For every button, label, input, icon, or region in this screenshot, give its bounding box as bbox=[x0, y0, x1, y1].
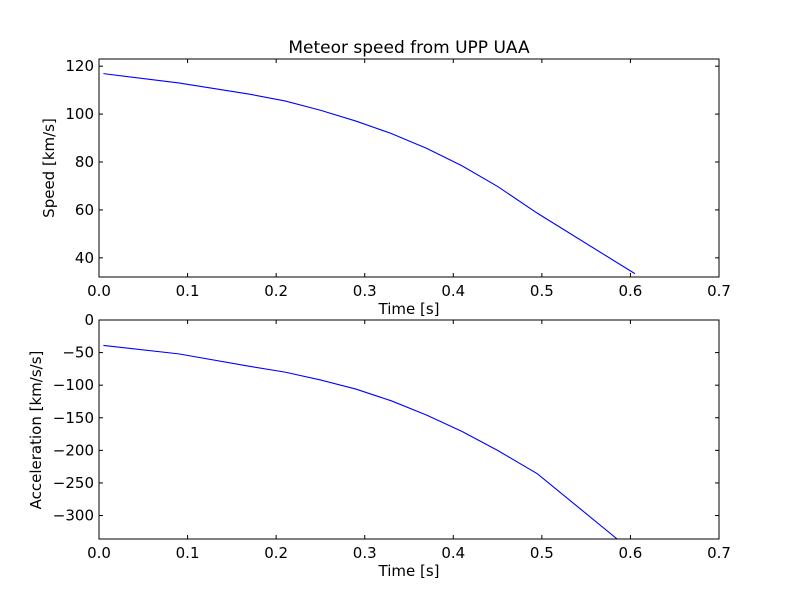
acceleration-y-tick-label: −50 bbox=[62, 344, 94, 362]
speed-y-tick-label: 40 bbox=[75, 249, 94, 267]
speed-x-tick-label: 0.6 bbox=[618, 282, 642, 300]
acceleration-axes-frame bbox=[98, 319, 720, 540]
speed-x-tick-label: 0.7 bbox=[707, 282, 731, 300]
speed-y-tick-label: 120 bbox=[65, 57, 94, 75]
speed-y-tick-label: 80 bbox=[75, 153, 94, 171]
acceleration-x-tick-label: 0.7 bbox=[707, 544, 731, 562]
acceleration-y-tick-label: 0 bbox=[84, 311, 94, 329]
speed-x-tick-label: 0.1 bbox=[176, 282, 200, 300]
acceleration-y-axis: 0 −50 −100 −150 −200 −250 −300 bbox=[53, 311, 719, 525]
acceleration-x-axis-label: Time [s] bbox=[378, 562, 440, 580]
speed-x-tick-label: 0.0 bbox=[87, 282, 111, 300]
speed-x-tick-label: 0.2 bbox=[264, 282, 288, 300]
acceleration-x-tick-label: 0.5 bbox=[530, 544, 554, 562]
speed-x-tick-label: 0.4 bbox=[441, 282, 465, 300]
acceleration-y-tick-label: −250 bbox=[53, 474, 94, 492]
speed-panel: Meteor speed from UPP UAA 0.0 0.1 0.2 0.3 0.… bbox=[40, 38, 731, 318]
acceleration-y-axis-label: Acceleration [km/s/s] bbox=[27, 351, 45, 510]
speed-y-axis-label: Speed [km/s] bbox=[40, 118, 58, 218]
acceleration-plot-area bbox=[98, 319, 720, 540]
acceleration-x-tick-label: 0.0 bbox=[87, 544, 111, 562]
acceleration-x-tick-label: 0.3 bbox=[353, 544, 377, 562]
speed-chart-title: Meteor speed from UPP UAA bbox=[288, 38, 530, 58]
acceleration-x-axis: 0.0 0.1 0.2 0.3 0.4 0.5 0.6 0.7 bbox=[87, 320, 731, 562]
speed-x-axis: 0.0 0.1 0.2 0.3 0.4 0.5 0.6 0.7 bbox=[87, 59, 731, 300]
acceleration-x-tick-label: 0.6 bbox=[618, 544, 642, 562]
speed-y-tick-label: 60 bbox=[75, 201, 94, 219]
speed-plot-area bbox=[98, 58, 720, 278]
speed-y-tick-label: 100 bbox=[65, 105, 94, 123]
speed-x-axis-label: Time [s] bbox=[378, 300, 440, 318]
speed-x-tick-label: 0.5 bbox=[530, 282, 554, 300]
acceleration-x-tick-label: 0.1 bbox=[176, 544, 200, 562]
speed-axes-frame bbox=[98, 58, 720, 278]
acceleration-x-tick-label: 0.2 bbox=[264, 544, 288, 562]
speed-series-line bbox=[103, 73, 636, 275]
acceleration-y-tick-label: −200 bbox=[53, 441, 94, 459]
acceleration-y-tick-label: −150 bbox=[53, 409, 94, 427]
acceleration-y-tick-label: −100 bbox=[53, 376, 94, 394]
acceleration-series-line bbox=[103, 344, 618, 539]
speed-x-tick-label: 0.3 bbox=[353, 282, 377, 300]
acceleration-y-tick-label: −300 bbox=[53, 507, 94, 525]
speed-y-axis: 40 60 80 100 120 bbox=[65, 57, 719, 267]
acceleration-x-tick-label: 0.4 bbox=[441, 544, 465, 562]
acceleration-panel: 0.0 0.1 0.2 0.3 0.4 0.5 0.6 0.7 0 −50 −100 −150 −20… bbox=[27, 311, 731, 580]
